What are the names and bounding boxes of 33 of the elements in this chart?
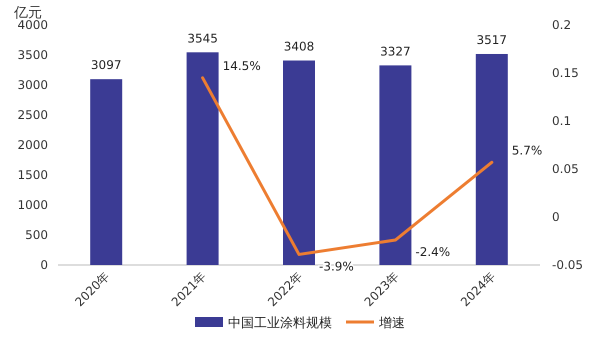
y2-tick-label: 0.2	[552, 18, 572, 32]
y-tick-label: 3000	[17, 78, 48, 92]
y-axis-title: 亿元	[13, 5, 42, 21]
legend-label: 增速	[378, 316, 405, 331]
data-label: 14.5%	[222, 58, 261, 73]
data-label: 3408	[284, 40, 314, 54]
y2-tick-label: -0.05	[552, 258, 584, 272]
y2-tick-label: 0.05	[552, 162, 579, 176]
data-label: 3517	[476, 32, 508, 47]
data-label: -2.4%	[415, 245, 450, 260]
bar	[379, 65, 412, 265]
line-series	[201, 76, 494, 256]
y-tick-label: 2500	[17, 108, 48, 122]
bar	[476, 54, 508, 265]
y2-tick-label: 0.1	[552, 114, 572, 128]
bar	[186, 52, 219, 265]
legend-label: 中国工业涂料规模	[228, 316, 332, 331]
y-tick-label: 4000	[17, 18, 48, 32]
bar	[283, 60, 315, 265]
y2-tick-label: 0	[552, 210, 560, 224]
y-tick-label: 500	[25, 228, 48, 242]
data-label: 3545	[187, 31, 218, 46]
y-tick-label: 0	[40, 258, 48, 272]
y-tick-label: 1000	[17, 198, 48, 212]
y-tick-label: 1500	[17, 168, 48, 182]
data-label: 5.7%	[512, 143, 542, 158]
y-tick-label: 2000	[17, 138, 48, 152]
data-label: -3.9%	[319, 259, 354, 274]
y2-tick-label: 0.15	[552, 66, 579, 80]
data-label: 3097	[90, 58, 122, 72]
data-label: 3327	[380, 44, 411, 58]
bar	[90, 79, 122, 265]
y-tick-label: 3500	[17, 48, 48, 62]
